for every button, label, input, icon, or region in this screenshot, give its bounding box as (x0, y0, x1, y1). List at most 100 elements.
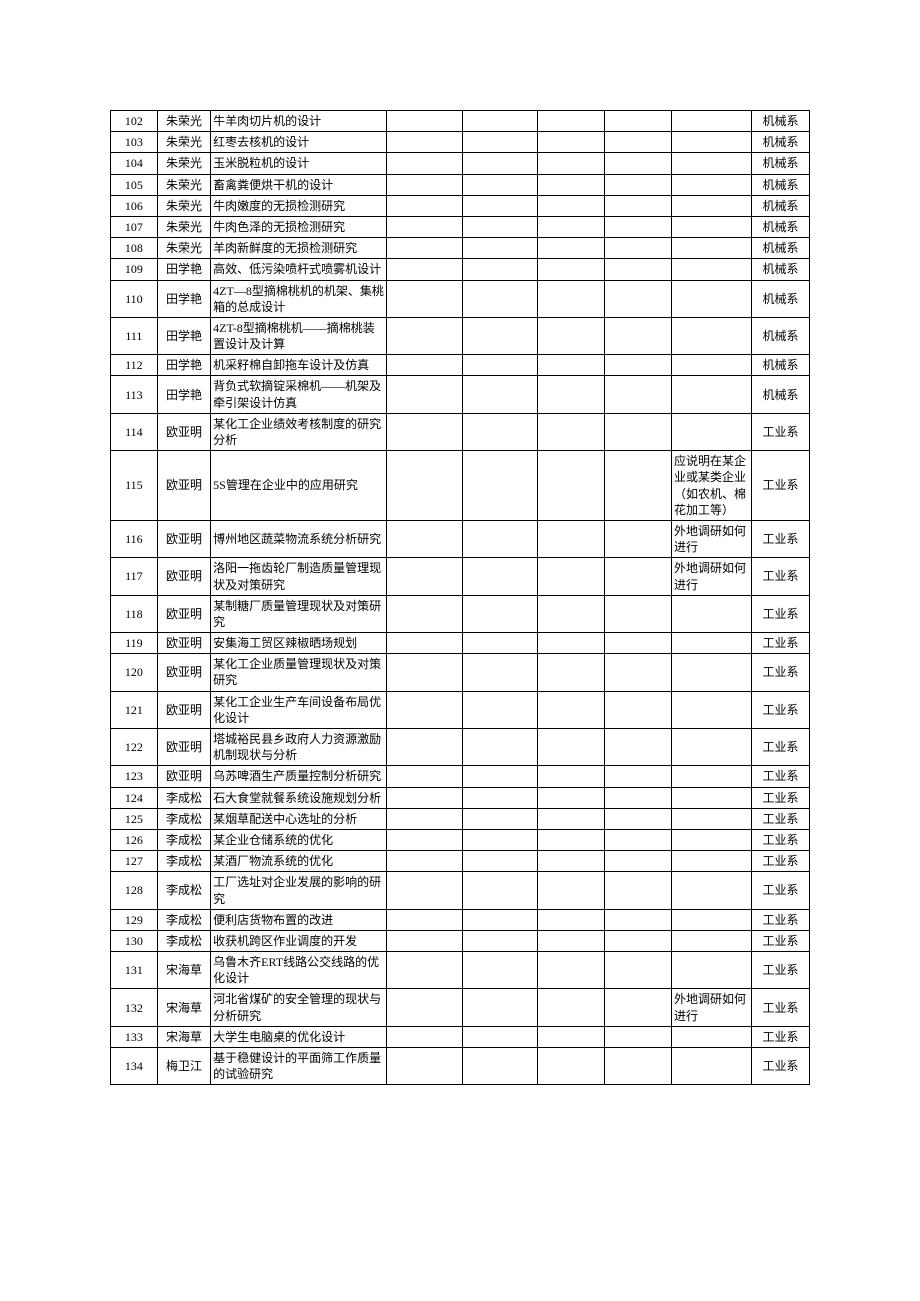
col-4 (387, 851, 463, 872)
col-4 (387, 930, 463, 951)
col-4 (387, 451, 463, 521)
note (671, 1026, 751, 1047)
col-5 (462, 829, 538, 850)
col-7 (605, 766, 672, 787)
advisor-name: 朱荣光 (157, 132, 210, 153)
table-row: 131宋海草乌鲁木齐ERT线路公交线路的优化设计工业系 (111, 952, 810, 989)
thesis-title: 石大食堂就餐系统设施规划分析 (211, 787, 387, 808)
row-index: 118 (111, 595, 158, 632)
table-row: 110田学艳4ZT—8型摘棉桃机的机架、集桃箱的总成设计机械系 (111, 280, 810, 317)
col-4 (387, 1026, 463, 1047)
col-6 (538, 654, 605, 691)
department: 机械系 (752, 111, 810, 132)
table-row: 121欧亚明某化工企业生产车间设备布局优化设计工业系 (111, 691, 810, 728)
table-row: 134梅卫江基于稳健设计的平面筛工作质量的试验研究工业系 (111, 1048, 810, 1085)
col-5 (462, 376, 538, 413)
row-index: 115 (111, 451, 158, 521)
col-4 (387, 787, 463, 808)
col-5 (462, 174, 538, 195)
advisor-name: 李成松 (157, 787, 210, 808)
col-5 (462, 280, 538, 317)
note (671, 930, 751, 951)
advisor-name: 梅卫江 (157, 1048, 210, 1085)
col-4 (387, 595, 463, 632)
row-index: 107 (111, 216, 158, 237)
department: 机械系 (752, 317, 810, 354)
advisor-name: 宋海草 (157, 952, 210, 989)
col-6 (538, 132, 605, 153)
department: 工业系 (752, 829, 810, 850)
col-6 (538, 989, 605, 1026)
note: 外地调研如何进行 (671, 558, 751, 595)
col-4 (387, 413, 463, 450)
row-index: 133 (111, 1026, 158, 1047)
col-4 (387, 909, 463, 930)
thesis-title: 5S管理在企业中的应用研究 (211, 451, 387, 521)
note (671, 355, 751, 376)
table-row: 117欧亚明洛阳一拖齿轮厂制造质量管理现状及对策研究外地调研如何进行工业系 (111, 558, 810, 595)
note: 应说明在某企业或某类企业（如农机、棉花加工等） (671, 451, 751, 521)
col-5 (462, 317, 538, 354)
thesis-title: 乌苏啤酒生产质量控制分析研究 (211, 766, 387, 787)
thesis-title: 牛羊肉切片机的设计 (211, 111, 387, 132)
col-7 (605, 195, 672, 216)
col-6 (538, 872, 605, 909)
row-index: 123 (111, 766, 158, 787)
department: 机械系 (752, 259, 810, 280)
col-4 (387, 174, 463, 195)
department: 机械系 (752, 238, 810, 259)
advisor-name: 欧亚明 (157, 654, 210, 691)
note (671, 633, 751, 654)
thesis-title: 某烟草配送中心选址的分析 (211, 808, 387, 829)
note (671, 829, 751, 850)
row-index: 119 (111, 633, 158, 654)
col-7 (605, 930, 672, 951)
col-7 (605, 520, 672, 557)
note (671, 787, 751, 808)
col-4 (387, 132, 463, 153)
thesis-title: 某企业仓储系统的优化 (211, 829, 387, 850)
department: 机械系 (752, 195, 810, 216)
col-6 (538, 238, 605, 259)
col-7 (605, 451, 672, 521)
col-4 (387, 111, 463, 132)
thesis-title: 某化工企业质量管理现状及对策研究 (211, 654, 387, 691)
col-4 (387, 1048, 463, 1085)
advisor-name: 宋海草 (157, 1026, 210, 1047)
col-4 (387, 317, 463, 354)
col-6 (538, 317, 605, 354)
table-row: 120欧亚明某化工企业质量管理现状及对策研究工业系 (111, 654, 810, 691)
col-4 (387, 633, 463, 654)
col-5 (462, 808, 538, 829)
row-index: 124 (111, 787, 158, 808)
note (671, 195, 751, 216)
col-5 (462, 355, 538, 376)
table-row: 125李成松某烟草配送中心选址的分析工业系 (111, 808, 810, 829)
note: 外地调研如何进行 (671, 989, 751, 1026)
col-7 (605, 1026, 672, 1047)
row-index: 122 (111, 729, 158, 766)
table-row: 133宋海草大学生电脑桌的优化设计工业系 (111, 1026, 810, 1047)
department: 工业系 (752, 851, 810, 872)
advisor-name: 欧亚明 (157, 595, 210, 632)
col-6 (538, 787, 605, 808)
advisor-name: 田学艳 (157, 355, 210, 376)
col-7 (605, 787, 672, 808)
thesis-title: 洛阳一拖齿轮厂制造质量管理现状及对策研究 (211, 558, 387, 595)
advisor-name: 朱荣光 (157, 153, 210, 174)
table-row: 112田学艳机采籽棉自卸拖车设计及仿真机械系 (111, 355, 810, 376)
col-5 (462, 851, 538, 872)
row-index: 106 (111, 195, 158, 216)
col-5 (462, 729, 538, 766)
department: 工业系 (752, 989, 810, 1026)
col-4 (387, 376, 463, 413)
col-4 (387, 729, 463, 766)
col-6 (538, 691, 605, 728)
table-row: 118欧亚明某制糖厂质量管理现状及对策研究工业系 (111, 595, 810, 632)
advisor-name: 田学艳 (157, 259, 210, 280)
advisor-name: 欧亚明 (157, 766, 210, 787)
note (671, 654, 751, 691)
department: 工业系 (752, 451, 810, 521)
thesis-title: 河北省煤矿的安全管理的现状与分析研究 (211, 989, 387, 1026)
advisor-name: 田学艳 (157, 376, 210, 413)
